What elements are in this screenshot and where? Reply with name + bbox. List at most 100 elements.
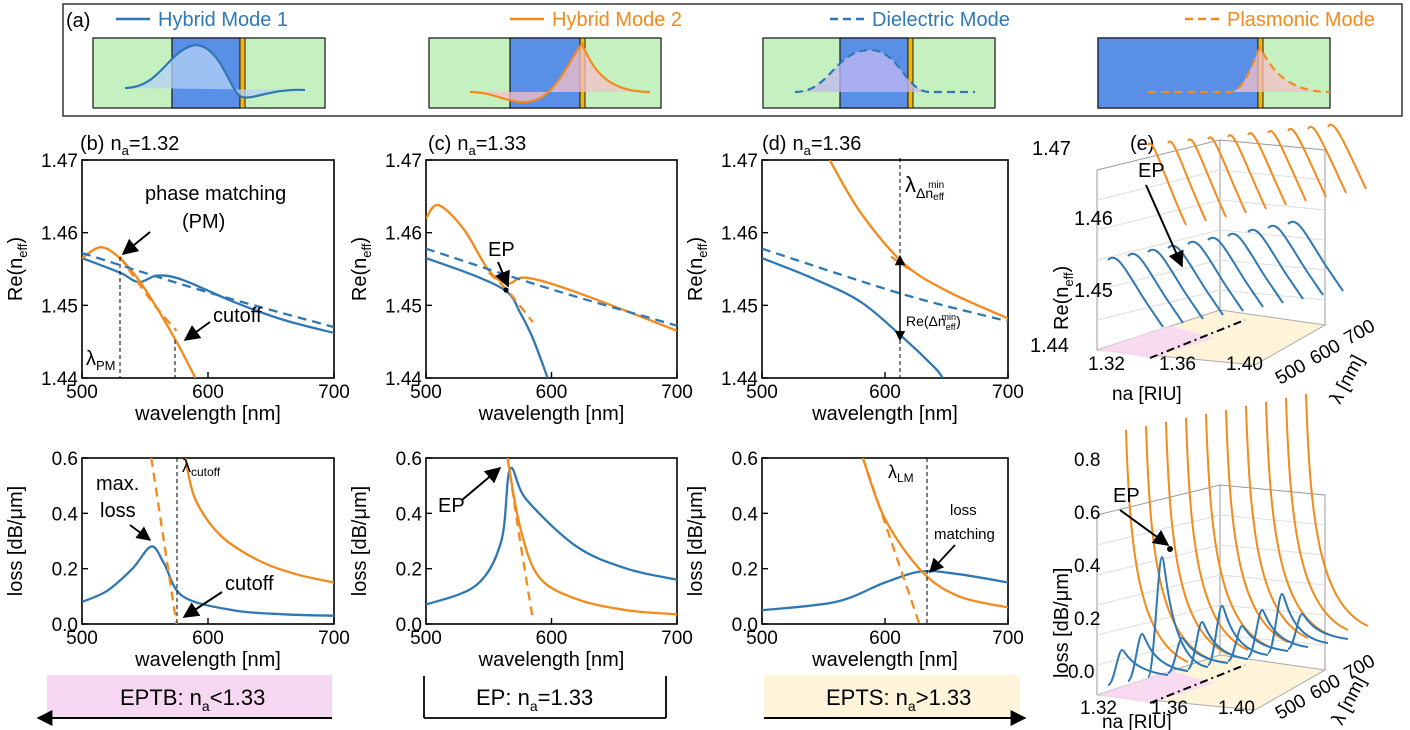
surface-gridline (1219, 604, 1326, 616)
ytick-label-d-real-2: 1.45 (721, 296, 758, 317)
loss-matching-arrow (929, 544, 956, 574)
plot-frame-d-real (761, 159, 1009, 379)
eptb-banner-bg (47, 675, 332, 718)
ytick-label-c-loss-0: 0.6 (396, 449, 422, 470)
surface-ep-label-bottom: EP (1113, 485, 1140, 507)
surface-gridline (1219, 574, 1326, 586)
surface-loss-tick-06: 0.6 (1074, 503, 1100, 524)
xtick-label-b-loss-1: 600 (192, 628, 224, 649)
ytick-label-b-loss-2: 0.2 (52, 560, 78, 581)
surface-ylabel-real: Re(neff) (1051, 266, 1076, 330)
ytick-label-b-real-3: 1.44 (41, 369, 78, 390)
ytick-label-c-real-2: 1.45 (385, 296, 422, 317)
surface-curve-orange-4 (1205, 413, 1269, 647)
surface-gridline (1219, 199, 1326, 211)
surface-curve-blue-2 (1147, 248, 1204, 320)
series-line-d-loss-2 (861, 458, 921, 624)
ytick-label-d-loss-3: 0.0 (732, 615, 758, 636)
epts-banner-bg (764, 675, 1020, 718)
surface-curve-orange-5 (1225, 409, 1289, 643)
ytick-label-c-loss-1: 0.4 (396, 504, 423, 525)
loss-matching-label-1: loss (950, 502, 977, 519)
ep-point-c (503, 287, 509, 293)
series-line-c-loss-1 (506, 458, 677, 616)
panel-e-label: (e) (1130, 133, 1154, 155)
surface-ep-arrow-bottom (1119, 509, 1170, 546)
ep-label-c: EP (488, 239, 515, 261)
surface-curve-orange-3 (1207, 136, 1247, 214)
xtick-label-d-loss-2: 700 (992, 628, 1024, 649)
ep-arrow-c-loss (461, 466, 502, 501)
surface-curve-orange-6 (1267, 130, 1307, 202)
xtick-label-b-loss-2: 700 (318, 628, 350, 649)
cutoff-arrow-top (183, 321, 211, 341)
xtick-label-b-loss-0: 500 (66, 628, 98, 649)
plot-frame-c-loss (425, 457, 678, 625)
ylabel-d-real: Re(neff) (685, 237, 710, 301)
ytick-label-b-loss-1: 0.4 (52, 504, 79, 525)
surface-curve-orange-3 (1185, 417, 1249, 651)
max-loss-label-1: max. (96, 473, 139, 495)
mode-field-fill-0 (125, 45, 305, 98)
plot-frame-c-real (425, 159, 678, 379)
surface-curve-orange-8 (1307, 126, 1347, 194)
xtick-label-b-real-0: 500 (66, 382, 98, 403)
eptb-label: EPTB: na<1.33 (120, 685, 265, 714)
surface-tick-147: 1.47 (1032, 138, 1071, 160)
surface-curve-orange-1 (1145, 425, 1209, 659)
surface-curve-orange-0 (1147, 142, 1187, 226)
mode-field-profile-1 (469, 42, 651, 104)
surface-ep-line (1149, 664, 1246, 704)
ylabel-b-real: Re(neff) (5, 237, 30, 301)
ylabel-b-loss: loss [dB/μm] (5, 486, 27, 596)
cutoff-label-top: cutoff (213, 305, 262, 327)
xlabel-c-loss: wavelength [nm] (478, 649, 625, 671)
surface-floor-eptb (1097, 671, 1215, 703)
surface-curve-orange-0 (1125, 429, 1189, 663)
xlabel-c-real: wavelength [nm] (478, 403, 625, 425)
series-line-b-loss-1 (184, 458, 334, 584)
surface-gridline (1219, 259, 1326, 271)
surface-curve-blue-9 (1287, 220, 1344, 292)
panel-b-label: (b) na=1.32 (80, 133, 179, 158)
series-line-c-real-2 (426, 247, 677, 327)
max-loss-label-2: loss (100, 500, 136, 522)
ytick-label-b-real-1: 1.46 (41, 224, 78, 245)
surface-curve-blue-7 (1247, 608, 1309, 658)
surface-gridline (1096, 289, 1221, 321)
series-line-c-real-3 (487, 271, 534, 323)
surface-ep-line (1149, 319, 1246, 359)
series-line-c-real-0 (426, 257, 549, 378)
series-line-b-loss-2 (150, 458, 178, 624)
ytick-label-d-real-1: 1.46 (721, 224, 758, 245)
xtick-label-d-real-0: 500 (746, 382, 778, 403)
series-line-b-real-2 (82, 251, 334, 329)
ytick-label-c-real-1: 1.46 (385, 224, 422, 245)
xtick-label-c-real-1: 600 (536, 382, 568, 403)
xlabel-b-real: wavelength [nm] (134, 403, 281, 425)
panel-a-frame (62, 3, 1403, 117)
series-line-d-real-1 (828, 160, 1008, 320)
waveguide-core-3 (1097, 37, 1259, 109)
surface-loss-tick-08: 0.8 (1074, 450, 1100, 471)
max-loss-arrow (129, 524, 152, 541)
cutoff-arrow-bottom (182, 591, 223, 618)
surface-gridline (1096, 604, 1221, 636)
surface-na-ticks-bottom: 1.32 1.36 1.40 (1080, 698, 1255, 719)
surface-ep-arrow-top (1145, 184, 1184, 268)
surface-gridline (1096, 169, 1221, 201)
xtick-label-d-loss-0: 500 (746, 628, 778, 649)
panel-a-label: (a) (66, 10, 90, 32)
surface-curve-blue-4 (1187, 620, 1249, 670)
surface-curve-orange-5 (1247, 132, 1287, 206)
surface-gridline (1096, 259, 1221, 291)
surface-curve-blue-6 (1227, 232, 1284, 304)
surface-plot-real (1096, 123, 1367, 366)
ytick-label-c-loss-3: 0.0 (396, 615, 422, 636)
xtick-label-c-loss-1: 600 (536, 628, 568, 649)
series-line-d-loss-1 (861, 458, 1008, 609)
surface-curve-orange-2 (1187, 138, 1227, 218)
surface-curve-blue-2 (1147, 555, 1209, 678)
